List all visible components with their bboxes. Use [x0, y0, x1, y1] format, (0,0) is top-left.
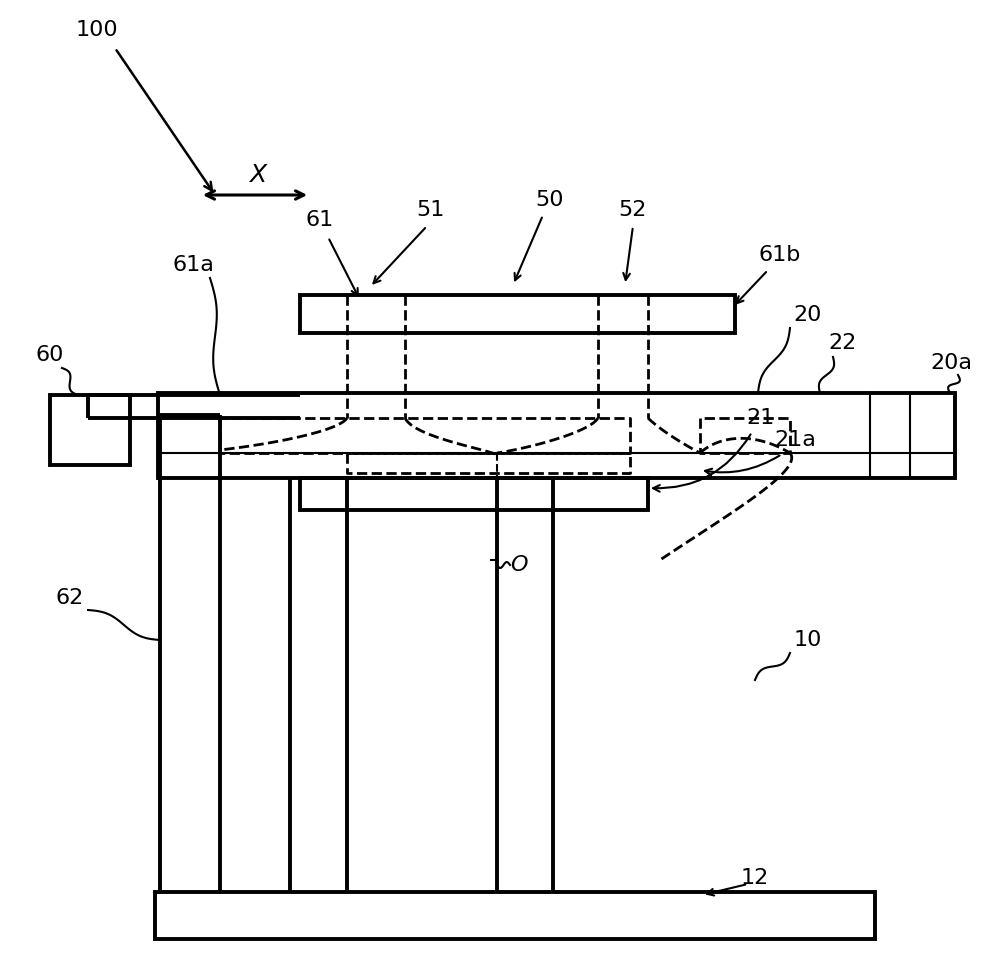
Bar	[300, 295, 735, 333]
Text: 52: 52	[618, 200, 646, 220]
Text: 21a: 21a	[774, 430, 816, 450]
Text: 12: 12	[741, 868, 769, 888]
Text: 100: 100	[76, 20, 118, 40]
Text: 20a: 20a	[930, 353, 972, 373]
Text: 61: 61	[306, 210, 334, 230]
Bar	[300, 478, 648, 510]
Text: 50: 50	[536, 190, 564, 210]
Text: 51: 51	[416, 200, 444, 220]
Text: 22: 22	[829, 333, 857, 353]
Text: 20: 20	[794, 305, 822, 325]
Text: 60: 60	[36, 345, 64, 365]
Text: 10: 10	[794, 630, 822, 650]
Bar	[50, 395, 130, 465]
Text: 61b: 61b	[759, 245, 801, 265]
Text: X: X	[249, 163, 267, 187]
Bar	[155, 892, 875, 939]
Bar	[158, 393, 955, 478]
Text: 61a: 61a	[172, 255, 214, 275]
Text: O: O	[510, 555, 528, 575]
Text: 21: 21	[746, 408, 774, 428]
Text: 62: 62	[56, 588, 84, 608]
